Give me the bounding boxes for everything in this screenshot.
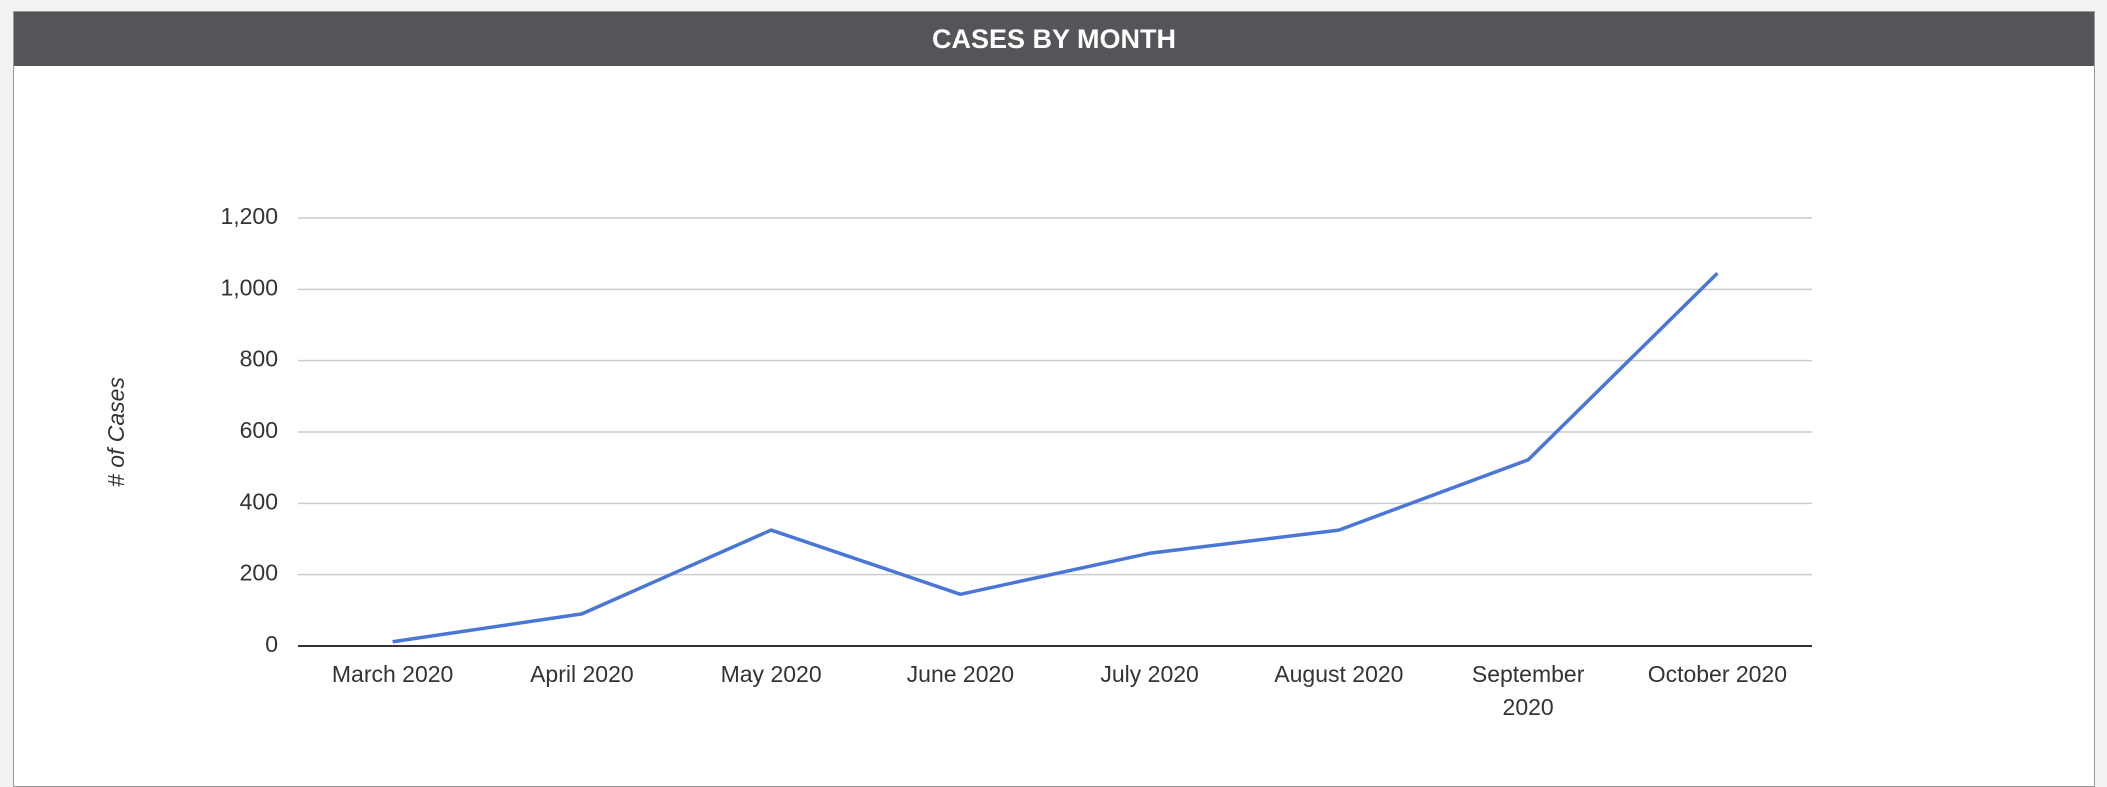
y-tick-label: 600 bbox=[240, 417, 278, 443]
chart-panel: CASES BY MONTH bbox=[13, 11, 2095, 787]
x-tick-label: April 2020 bbox=[530, 661, 634, 687]
x-tick-label: July 2020 bbox=[1100, 661, 1199, 687]
y-tick-label: 1,200 bbox=[220, 203, 278, 229]
y-tick-label: 1,000 bbox=[220, 274, 278, 300]
y-tick-label: 400 bbox=[240, 488, 278, 514]
y-tick-label: 0 bbox=[265, 631, 278, 657]
x-tick-label: June 2020 bbox=[906, 661, 1015, 687]
series-line bbox=[392, 272, 1719, 644]
x-tick-label: October 2020 bbox=[1647, 661, 1788, 687]
y-tick-label: 200 bbox=[240, 560, 278, 586]
x-tick-label: August 2020 bbox=[1274, 661, 1404, 687]
x-tick-label: September 2020 bbox=[1471, 661, 1585, 720]
x-tick-label: May 2020 bbox=[720, 661, 822, 687]
x-tick-label: March 2020 bbox=[331, 661, 454, 687]
chart-title: CASES BY MONTH bbox=[14, 12, 2094, 66]
y-axis-label: # of Cases bbox=[103, 377, 129, 487]
y-tick-label: 800 bbox=[240, 346, 278, 372]
